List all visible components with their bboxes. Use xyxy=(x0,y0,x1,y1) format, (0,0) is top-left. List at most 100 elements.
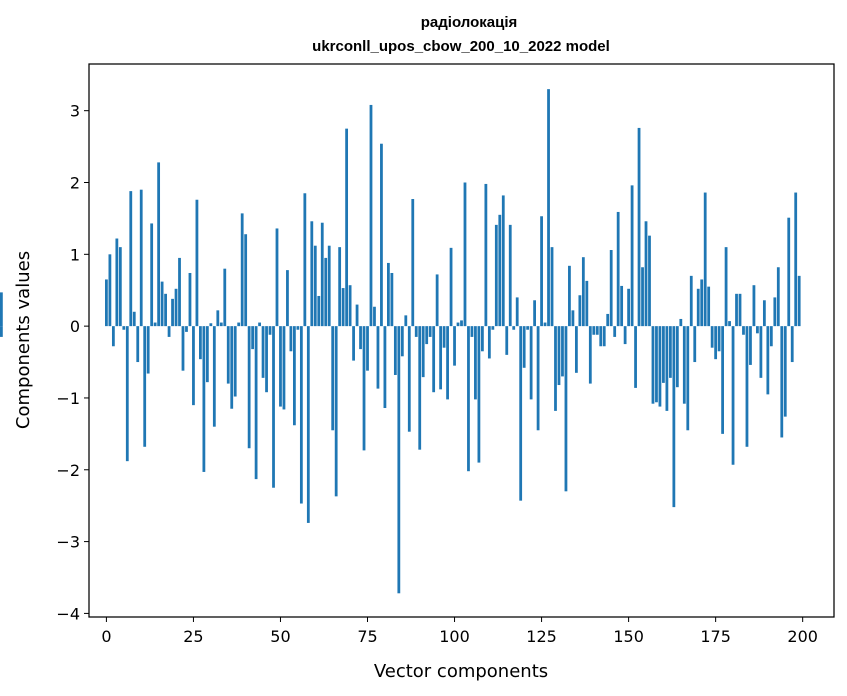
bar-107 xyxy=(477,326,481,463)
bar-31 xyxy=(212,326,216,427)
bar-55 xyxy=(296,326,300,330)
bar-46 xyxy=(265,326,268,393)
bar-150 xyxy=(627,288,630,327)
bar-undefined xyxy=(0,326,3,337)
bar-153 xyxy=(637,127,641,327)
bar-183 xyxy=(742,326,745,335)
bar-91 xyxy=(421,326,425,378)
bar-166 xyxy=(682,326,686,404)
bar-161 xyxy=(665,326,669,411)
bar-92 xyxy=(425,326,429,345)
bar-65 xyxy=(331,326,335,431)
bar-88 xyxy=(411,199,415,327)
bar-181 xyxy=(735,293,738,327)
bar-156 xyxy=(648,235,651,327)
bar-152 xyxy=(634,326,637,388)
bar-136 xyxy=(578,295,582,327)
bar-70 xyxy=(348,285,352,327)
bar-34 xyxy=(223,268,227,327)
bar-154 xyxy=(641,267,644,327)
bar-148 xyxy=(620,285,624,327)
y-tick-label: 2 xyxy=(70,174,80,193)
bar-4 xyxy=(118,247,122,327)
bar-198 xyxy=(794,192,798,327)
bar-145 xyxy=(609,250,613,327)
bar-140 xyxy=(592,326,596,335)
bar-33 xyxy=(219,322,223,327)
bar-111 xyxy=(491,326,495,330)
bar-189 xyxy=(762,300,766,327)
bar-171 xyxy=(700,279,704,327)
y-tick-label: −3 xyxy=(56,533,80,552)
bar-51 xyxy=(282,326,286,410)
bar-175 xyxy=(714,326,718,360)
y-tick-label: 0 xyxy=(70,317,80,336)
bar-13 xyxy=(150,223,154,327)
bar-122 xyxy=(529,326,533,400)
bar-179 xyxy=(728,321,731,327)
y-tick-label: 1 xyxy=(70,245,80,264)
bar-115 xyxy=(505,326,509,355)
bar-37 xyxy=(233,326,237,397)
bar-101 xyxy=(456,322,460,327)
bar-29 xyxy=(205,326,209,383)
bar-45 xyxy=(261,326,265,378)
bar-58 xyxy=(306,326,310,523)
bar-165 xyxy=(679,318,683,327)
bar-139 xyxy=(588,326,592,384)
bar-89 xyxy=(414,326,418,337)
bar-59 xyxy=(310,221,314,327)
bar-170 xyxy=(696,288,700,327)
bar-78 xyxy=(376,326,380,389)
bar-121 xyxy=(526,326,530,330)
bar-142 xyxy=(599,326,603,347)
bar-40 xyxy=(244,234,248,327)
bar-157 xyxy=(651,326,655,404)
bar-173 xyxy=(707,286,711,327)
bar-43 xyxy=(254,326,258,480)
bar-24 xyxy=(188,272,192,327)
bar-82 xyxy=(390,272,394,327)
bar-169 xyxy=(693,326,697,363)
bar-194 xyxy=(780,326,784,438)
bar-47 xyxy=(268,326,272,335)
bar-131 xyxy=(561,326,564,377)
bar-168 xyxy=(689,275,693,327)
bar-23 xyxy=(185,326,188,332)
bar-56 xyxy=(299,326,303,504)
bar-41 xyxy=(247,326,251,449)
bar-35 xyxy=(226,326,230,384)
bar-71 xyxy=(352,326,355,361)
bar-143 xyxy=(602,326,606,347)
bar-186 xyxy=(752,285,756,327)
y-tick-label: −1 xyxy=(56,389,80,408)
bar-196 xyxy=(787,217,791,327)
y-axis-label: Components values xyxy=(13,251,34,429)
bar-0 xyxy=(105,279,108,327)
bar-98 xyxy=(446,326,449,400)
bar-83 xyxy=(393,326,397,375)
bar-15 xyxy=(157,162,161,327)
y-tick-label: −2 xyxy=(56,461,80,480)
bar-144 xyxy=(606,313,610,327)
bar-49 xyxy=(275,228,279,327)
bar-116 xyxy=(508,224,512,327)
bar-63 xyxy=(324,257,328,327)
x-tick-label: 150 xyxy=(613,627,644,646)
bar-38 xyxy=(237,322,241,327)
bar-197 xyxy=(790,326,794,363)
bar-97 xyxy=(442,326,446,348)
bar-141 xyxy=(595,326,599,335)
x-tick-label: 125 xyxy=(526,627,557,646)
bar-174 xyxy=(710,326,714,348)
bar-95 xyxy=(435,274,439,327)
bar-69 xyxy=(345,128,349,327)
bar-151 xyxy=(630,185,634,327)
plot-frame xyxy=(88,63,835,618)
bar-84 xyxy=(397,326,401,594)
bar-164 xyxy=(675,326,679,388)
bar-119 xyxy=(519,326,523,501)
bar-159 xyxy=(658,326,662,407)
bar-81 xyxy=(387,262,390,327)
